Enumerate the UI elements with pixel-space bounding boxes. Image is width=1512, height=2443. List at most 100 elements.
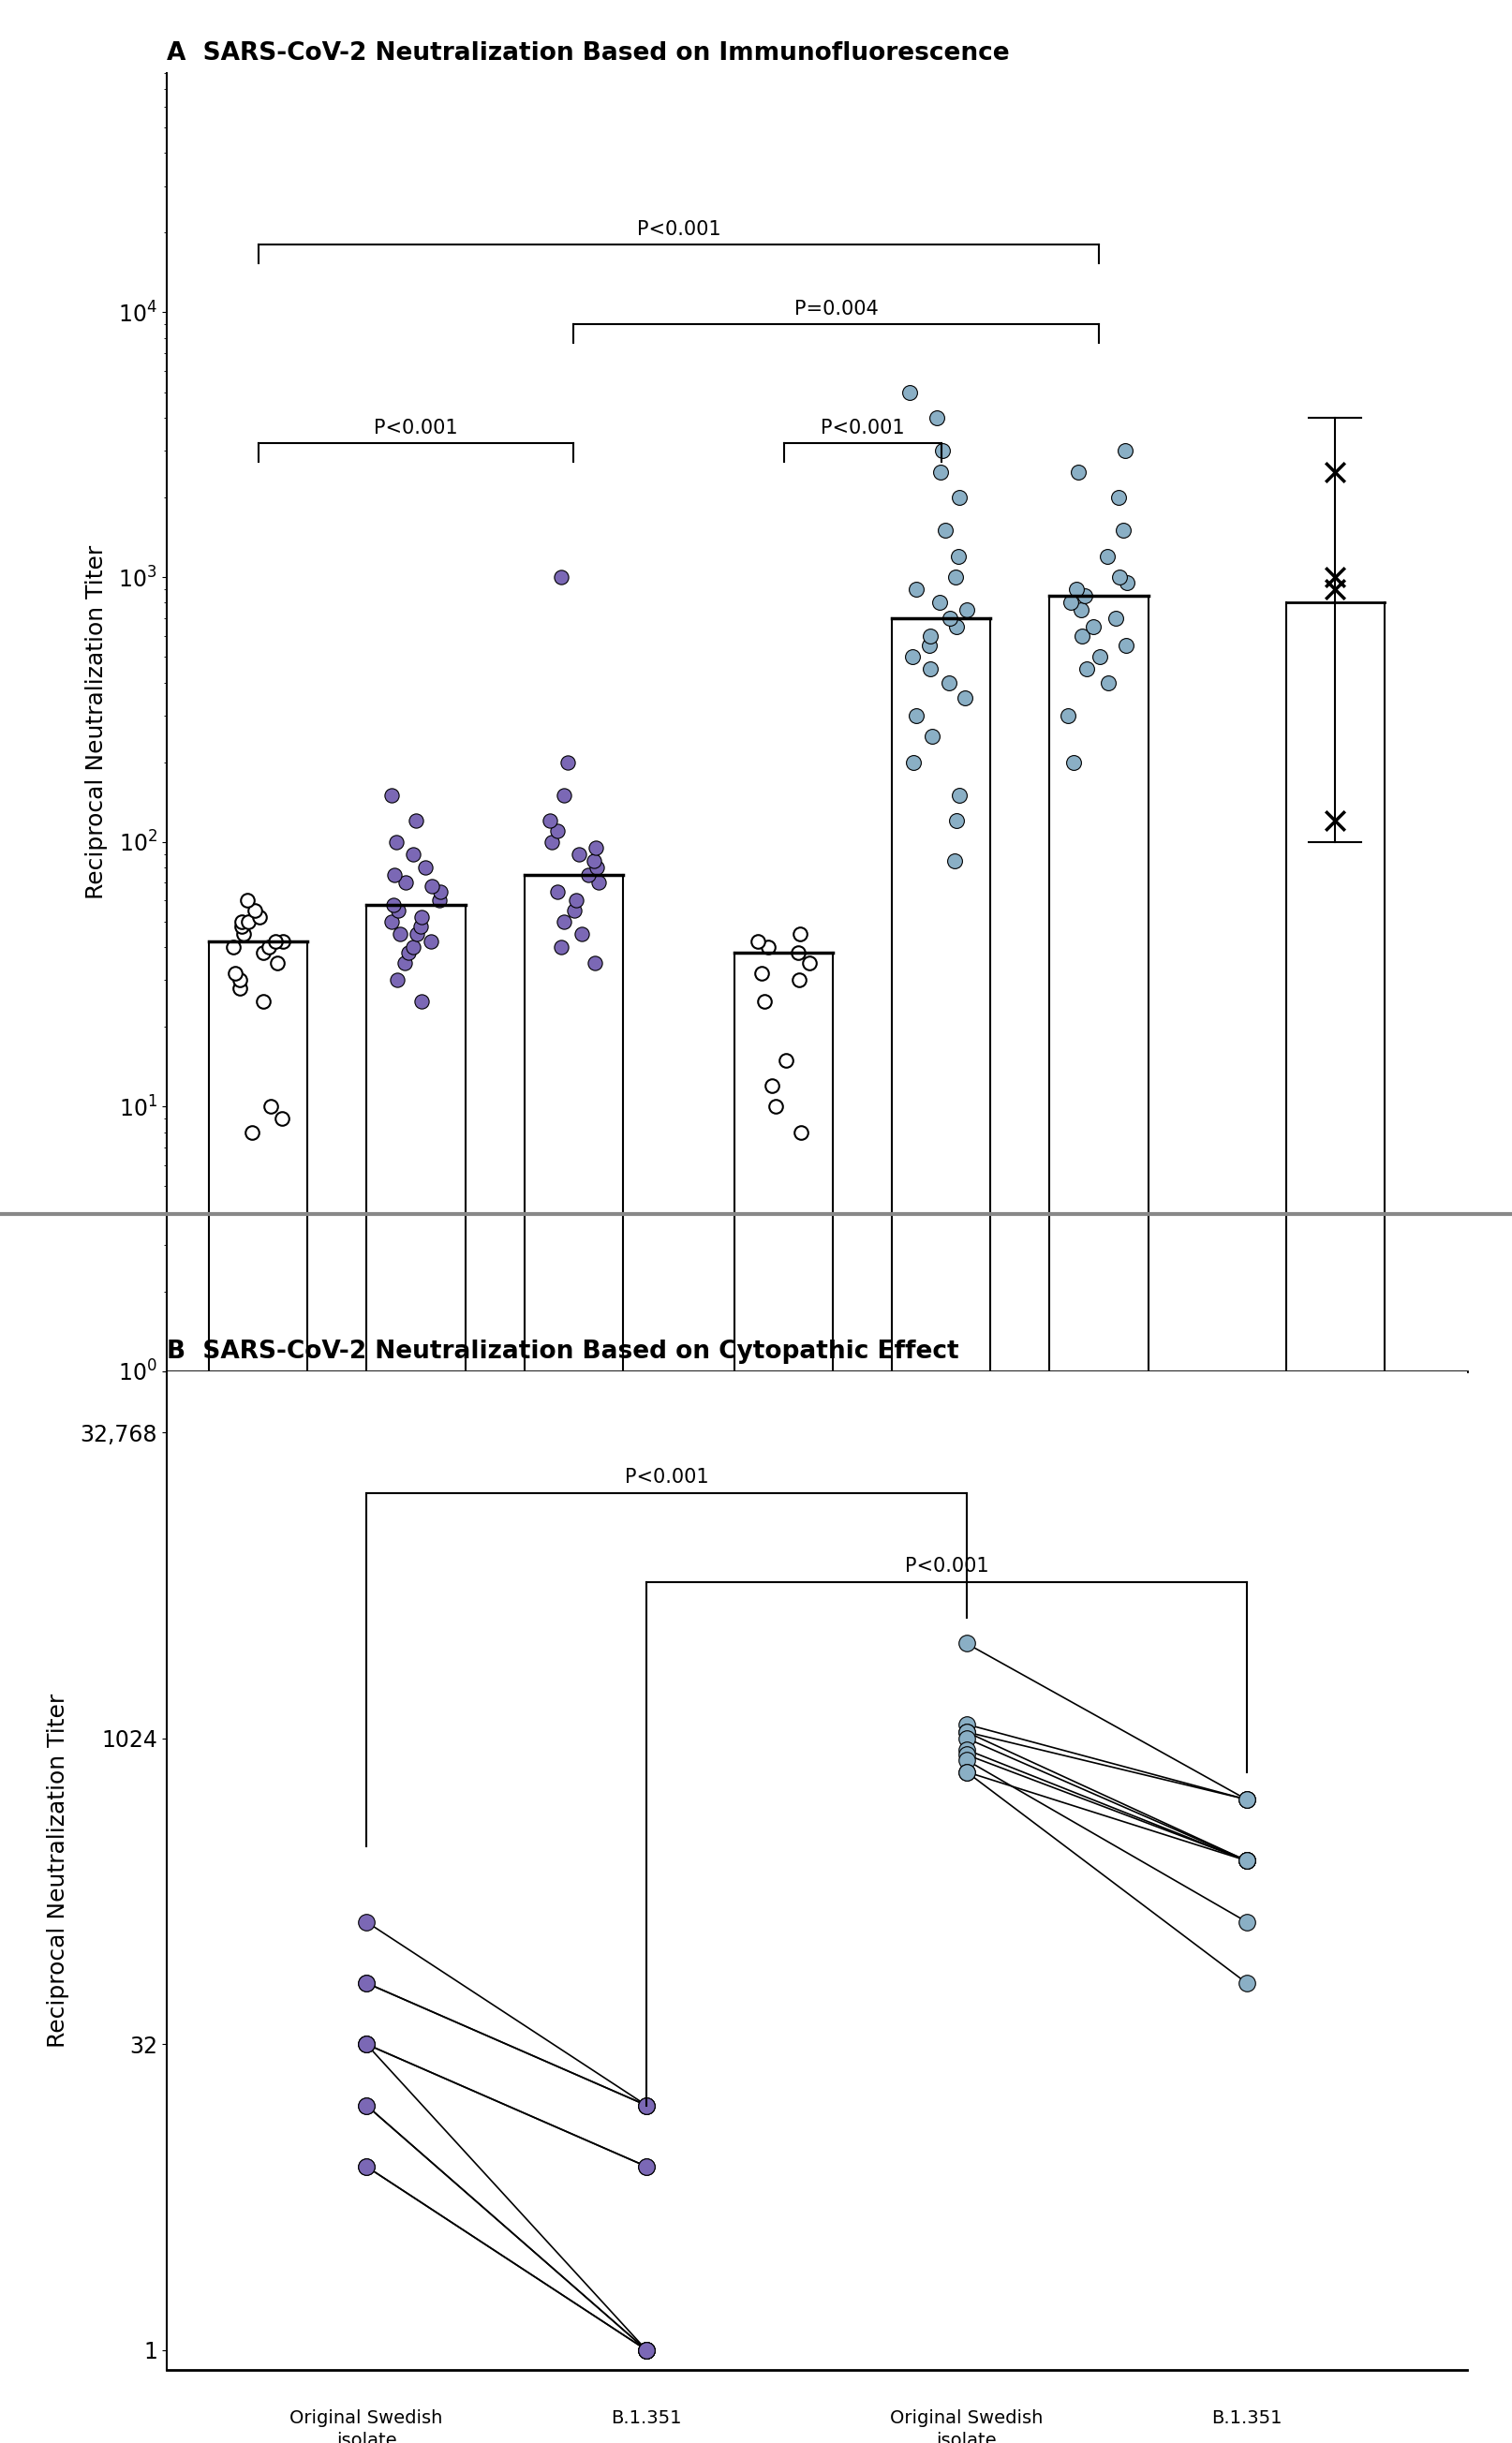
Text: P<0.001: P<0.001 — [637, 220, 721, 239]
Point — [1323, 569, 1347, 608]
Point — [904, 569, 928, 608]
Point — [404, 801, 428, 840]
Text: Original Swedish
isolate: Original Swedish isolate — [290, 2409, 443, 2443]
Point — [788, 914, 812, 953]
Point — [1075, 650, 1099, 689]
Point — [584, 828, 608, 867]
Point — [584, 943, 608, 982]
Point — [544, 872, 569, 911]
Point — [954, 1752, 978, 1791]
Point — [635, 2147, 659, 2186]
Point — [901, 638, 925, 677]
Point — [266, 943, 290, 982]
Point — [1107, 479, 1131, 518]
Point — [774, 1041, 798, 1080]
Point — [1104, 599, 1128, 638]
Point — [1070, 616, 1095, 655]
Point — [954, 1625, 978, 1664]
Point — [931, 432, 956, 471]
Point — [797, 943, 821, 982]
Text: A  SARS-CoV-2 Neutralization Based on Immunofluorescence: A SARS-CoV-2 Neutralization Based on Imm… — [166, 42, 1009, 66]
Point — [954, 1752, 978, 1791]
Point — [1234, 1842, 1258, 1881]
Point — [898, 371, 922, 410]
Point — [1087, 638, 1111, 677]
Point — [918, 616, 942, 655]
Point — [1234, 1842, 1258, 1881]
Text: ChAdOx1/ChAdOx1: ChAdOx1/ChAdOx1 — [298, 1708, 534, 1732]
Point — [354, 2086, 378, 2125]
Point — [745, 921, 770, 960]
Point — [221, 928, 245, 967]
Point — [954, 1739, 978, 1779]
Point — [236, 882, 260, 921]
Point — [635, 2331, 659, 2370]
Point — [1055, 696, 1080, 735]
Point — [354, 1964, 378, 2003]
Point — [230, 906, 254, 945]
Point — [1234, 1842, 1258, 1881]
Point — [635, 2147, 659, 2186]
Point — [761, 1065, 785, 1104]
Point — [904, 696, 928, 735]
Point — [380, 777, 404, 816]
Point — [788, 960, 812, 999]
Point — [954, 1735, 978, 1774]
Point — [1113, 625, 1137, 664]
Point — [789, 1112, 813, 1151]
Point — [383, 855, 407, 894]
Point — [354, 2025, 378, 2064]
Point — [1323, 801, 1347, 840]
Point — [576, 855, 600, 894]
Point — [230, 901, 254, 941]
Point — [943, 606, 968, 645]
Point — [582, 840, 606, 879]
Text: 7–10 days
after
boost: 7–10 days after boost — [372, 1371, 461, 1434]
Point — [1114, 564, 1139, 603]
Point — [410, 897, 434, 936]
Point — [635, 2086, 659, 2125]
Point — [635, 2086, 659, 2125]
Point — [405, 914, 429, 953]
Point — [396, 933, 420, 972]
Point — [943, 840, 968, 879]
Point — [1234, 1903, 1258, 1942]
Point — [937, 599, 962, 638]
Point — [954, 1720, 978, 1759]
Text: 1 mo
after
boost: 1 mo after boost — [1075, 1371, 1123, 1434]
Text: ChAdOx1/mRNA-1273: ChAdOx1/mRNA-1273 — [807, 1708, 1075, 1732]
Point — [753, 982, 777, 1021]
Point — [924, 398, 948, 437]
Point — [222, 953, 246, 992]
Point — [540, 823, 564, 862]
Text: B.1.351: B.1.351 — [1211, 2409, 1282, 2428]
Point — [635, 2331, 659, 2370]
Point — [954, 1730, 978, 1769]
Point — [354, 2025, 378, 2064]
Text: B  SARS-CoV-2 Neutralization Based on Cytopathic Effect: B SARS-CoV-2 Neutralization Based on Cyt… — [166, 1339, 959, 1363]
Point — [428, 882, 452, 921]
Text: 7–10 days
after
boost: 7–10 days after boost — [897, 1371, 986, 1434]
Text: Day of
boost: Day of boost — [754, 1371, 812, 1412]
Point — [549, 928, 573, 967]
Point — [257, 928, 281, 967]
Y-axis label: Reciprocal Neutralization Titer: Reciprocal Neutralization Titer — [47, 1693, 70, 2047]
Point — [954, 591, 978, 630]
Point — [263, 921, 287, 960]
Point — [248, 897, 272, 936]
Point — [1064, 569, 1089, 608]
Point — [937, 662, 962, 701]
Point — [1234, 1964, 1258, 2003]
Point — [549, 557, 573, 596]
Point — [1061, 743, 1086, 782]
Point — [555, 743, 579, 782]
Point — [954, 1713, 978, 1752]
Point — [1234, 1781, 1258, 1820]
Point — [953, 679, 977, 718]
Point — [1234, 1781, 1258, 1820]
Point — [381, 884, 405, 923]
Point — [933, 511, 957, 550]
Text: Day of
boost: Day of boost — [230, 1371, 287, 1412]
Point — [228, 967, 253, 1007]
Point — [1323, 557, 1347, 596]
